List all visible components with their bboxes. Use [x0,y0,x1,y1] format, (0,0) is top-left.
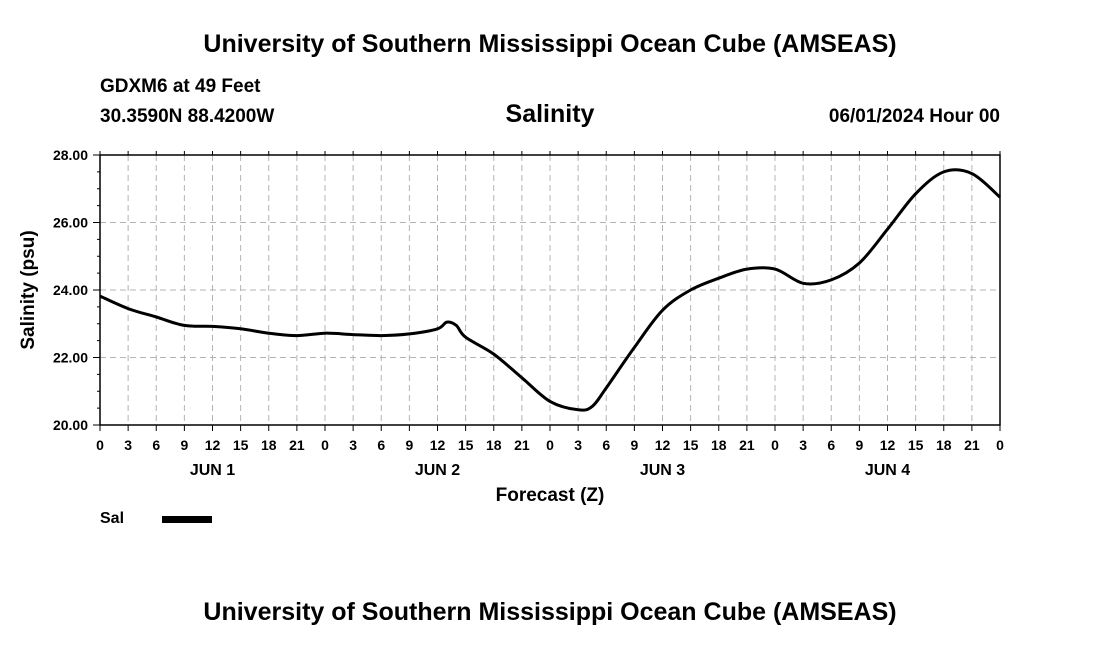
x-tick-label: 18 [711,437,727,453]
x-tick-label: 15 [458,437,474,453]
x-tick-label: 3 [349,437,357,453]
y-tick-label: 22.00 [53,350,88,366]
x-tick-label: 21 [964,437,980,453]
x-tick-label: 12 [880,437,896,453]
x-tick-label: 21 [739,437,755,453]
x-tick-label: 0 [771,437,779,453]
legend-label: Sal [100,510,125,527]
y-axis-title: Salinity (psu) [18,230,39,349]
x-tick-label: 0 [546,437,554,453]
day-label: JUN 2 [415,462,460,479]
x-tick-label: 9 [405,437,413,453]
y-tick-label: 20.00 [53,417,88,433]
coordinates-label: 30.3590N 88.4200W [100,106,275,127]
plot-frame [99,154,1001,426]
x-tick-label: 6 [827,437,835,453]
x-tick-label: 15 [233,437,249,453]
legend-swatch [162,516,212,523]
x-tick-label: 21 [514,437,530,453]
x-tick-label: 12 [655,437,671,453]
forecast-datetime: 06/01/2024 Hour 00 [828,106,1000,127]
x-tick-label: 3 [799,437,807,453]
x-tick-label: 9 [855,437,863,453]
x-tick-label: 12 [430,437,446,453]
x-tick-label: 9 [630,437,638,453]
x-tick-label: 9 [180,437,188,453]
axis-ticks [93,151,1001,431]
series-line-sal [99,168,1001,412]
x-tick-label: 0 [96,437,104,453]
x-tick-label: 6 [152,437,160,453]
x-tick-label: 6 [377,437,385,453]
day-label: JUN 4 [865,462,910,479]
x-tick-label: 15 [908,437,924,453]
y-tick-label: 24.00 [53,282,88,298]
grid [100,155,1000,425]
x-tick-label: 3 [124,437,132,453]
x-tick-label: 18 [486,437,502,453]
series-layer [99,168,1001,412]
page-title: University of Southern Mississippi Ocean… [203,30,897,58]
y-tick-label: 26.00 [53,215,88,231]
x-tick-label: 18 [261,437,277,453]
day-label: JUN 1 [190,462,235,479]
day-label: JUN 3 [640,462,685,479]
x-tick-label: 12 [205,437,221,453]
chart-title: Salinity [505,100,595,128]
x-tick-label: 6 [602,437,610,453]
x-tick-label: 3 [574,437,582,453]
axis-labels: 0 3 6 9 12 15 18 21 0 3 6 9 12 15 18 21 0 3 6 9 12 15 18 21 0 3 6 9… [18,147,1004,506]
x-tick-label: 0 [996,437,1004,453]
x-tick-label: 21 [289,437,305,453]
y-tick-label: 28.00 [53,147,88,163]
x-tick-label: 0 [321,437,329,453]
station-label: GDXM6 at 49 Feet [100,76,261,97]
x-tick-label: 18 [936,437,952,453]
x-axis-title: Forecast (Z) [496,485,605,506]
x-tick-label: 15 [683,437,699,453]
footer-title: University of Southern Mississippi Ocean… [203,598,897,626]
